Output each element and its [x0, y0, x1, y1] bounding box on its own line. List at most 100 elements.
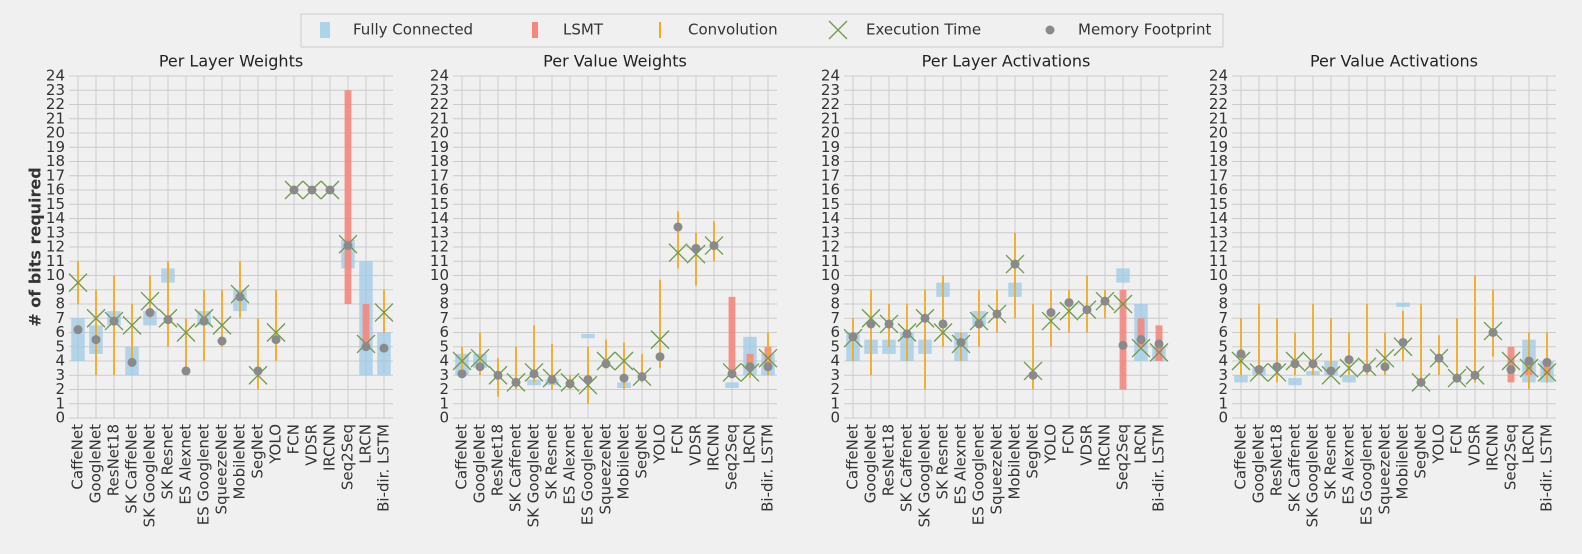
execution-time	[1267, 362, 1287, 382]
y-tick-label: 5	[439, 337, 449, 355]
memory-footprint	[1236, 349, 1246, 359]
memory-footprint	[974, 319, 984, 329]
y-tick-label: 8	[439, 295, 449, 313]
memory-footprint	[1308, 359, 1318, 369]
memory-footprint	[1398, 337, 1408, 347]
x-tick-label: SK Caffenet	[507, 424, 525, 512]
memory-footprint	[475, 362, 485, 372]
execution-time	[1339, 358, 1359, 378]
y-tick-label: 13	[821, 223, 840, 241]
memory-footprint	[1470, 370, 1480, 380]
legend-swatch	[828, 20, 848, 40]
execution-time	[86, 308, 106, 328]
y-tick-label: 16	[821, 181, 840, 199]
execution-time	[1231, 351, 1251, 371]
legend-label: Fully Connected	[353, 21, 473, 39]
convolution-range	[1330, 318, 1332, 376]
execution-time	[176, 323, 196, 342]
convolution-range	[1492, 289, 1494, 357]
memory-footprint	[217, 336, 227, 346]
x-tick-label: SegNet	[633, 424, 651, 479]
execution-time	[452, 351, 472, 371]
convolution-range	[677, 211, 679, 269]
x-tick-label: Bi-dir. LSTM	[759, 424, 777, 512]
x-tick-label: Bi-dir. LSTM	[1538, 424, 1556, 512]
y-tick-label: 10	[46, 266, 65, 284]
y-tick-label: 20	[1209, 124, 1228, 142]
y-tick-label: 20	[46, 124, 65, 142]
convolution-range	[167, 261, 169, 347]
convolution-range	[978, 289, 980, 347]
convolution-range	[239, 261, 241, 319]
y-tick-label: 2	[55, 380, 65, 398]
x-tick-label: SegNet	[249, 424, 267, 479]
y-tick-label: 18	[430, 152, 449, 170]
convolution-range	[257, 318, 259, 390]
x-tick-label: VDSR	[303, 424, 321, 466]
subplot-title: Per Layer Activations	[922, 52, 1091, 71]
y-tick-label: 1	[55, 394, 65, 412]
legend-swatch	[320, 22, 330, 38]
memory-footprint	[1118, 340, 1128, 350]
convolution-range	[641, 353, 643, 383]
y-tick-label: 15	[430, 195, 449, 213]
convolution-range	[533, 325, 535, 383]
convolution-range	[695, 232, 697, 286]
y-tick-label: 19	[46, 138, 65, 156]
memory-footprint	[866, 319, 876, 329]
memory-footprint	[1452, 373, 1462, 383]
memory-footprint	[1362, 363, 1372, 373]
fully-connected-range	[377, 332, 391, 376]
convolution-range	[942, 275, 944, 347]
y-tick-label: 24	[1209, 67, 1228, 85]
convolution-range	[1456, 318, 1458, 383]
x-tick-label: ResNet18	[105, 424, 123, 496]
x-tick-label: YOLO	[1430, 424, 1448, 465]
memory-footprint	[163, 315, 173, 325]
convolution-range	[1366, 304, 1368, 376]
x-tick-label: IRCNN	[1096, 424, 1114, 471]
x-tick-label: YOLO	[651, 424, 669, 465]
x-tick-label: FCN	[285, 424, 303, 454]
y-tick-label: 19	[1209, 138, 1228, 156]
y-tick-label: 2	[439, 380, 449, 398]
y-tick-label: 13	[46, 223, 65, 241]
memory-footprint	[1524, 356, 1534, 366]
memory-footprint	[547, 375, 557, 385]
legend-label: Convolution	[688, 21, 778, 39]
y-tick-label: 1	[830, 394, 840, 412]
x-tick-label: SK CaffeNet	[123, 424, 141, 514]
memory-footprint	[1028, 370, 1038, 380]
x-tick-label: FCN	[1060, 424, 1078, 454]
y-tick-label: 3	[1218, 366, 1228, 384]
legend-label: Memory Footprint	[1078, 21, 1211, 39]
execution-time	[650, 330, 670, 350]
y-tick-label: 17	[46, 166, 65, 184]
convolution-range	[275, 289, 277, 361]
fully-connected-range	[581, 333, 595, 339]
convolution-range	[1258, 304, 1260, 376]
execution-time	[1537, 362, 1557, 382]
memory-footprint	[938, 319, 948, 329]
execution-time	[1149, 342, 1169, 362]
x-tick-label: SK GoogleNet	[141, 424, 159, 527]
x-tick-label: MobileNet	[615, 424, 633, 500]
x-tick-label: ResNet18	[880, 424, 898, 496]
convolution-range	[1032, 304, 1034, 390]
x-tick-label: VDSR	[1466, 424, 1484, 466]
y-tick-label: 1	[439, 394, 449, 412]
legend-label: LSMT	[563, 21, 604, 39]
convolution-range	[1420, 304, 1422, 383]
convolution-range	[95, 289, 97, 376]
x-tick-label: LRCN	[1132, 424, 1150, 464]
x-tick-label: YOLO	[267, 424, 285, 465]
x-tick-label: SegNet	[1412, 424, 1430, 479]
x-tick-label: Seq2Seq	[1502, 424, 1520, 490]
y-tick-label: 21	[821, 109, 840, 127]
lstm-range	[1137, 318, 1145, 347]
legend-swatch	[1045, 25, 1055, 35]
execution-time	[68, 273, 88, 293]
y-tick-label: 21	[430, 109, 449, 127]
subplot-title: Per Value Weights	[543, 52, 687, 71]
x-tick-label: MobileNet	[1394, 424, 1412, 500]
